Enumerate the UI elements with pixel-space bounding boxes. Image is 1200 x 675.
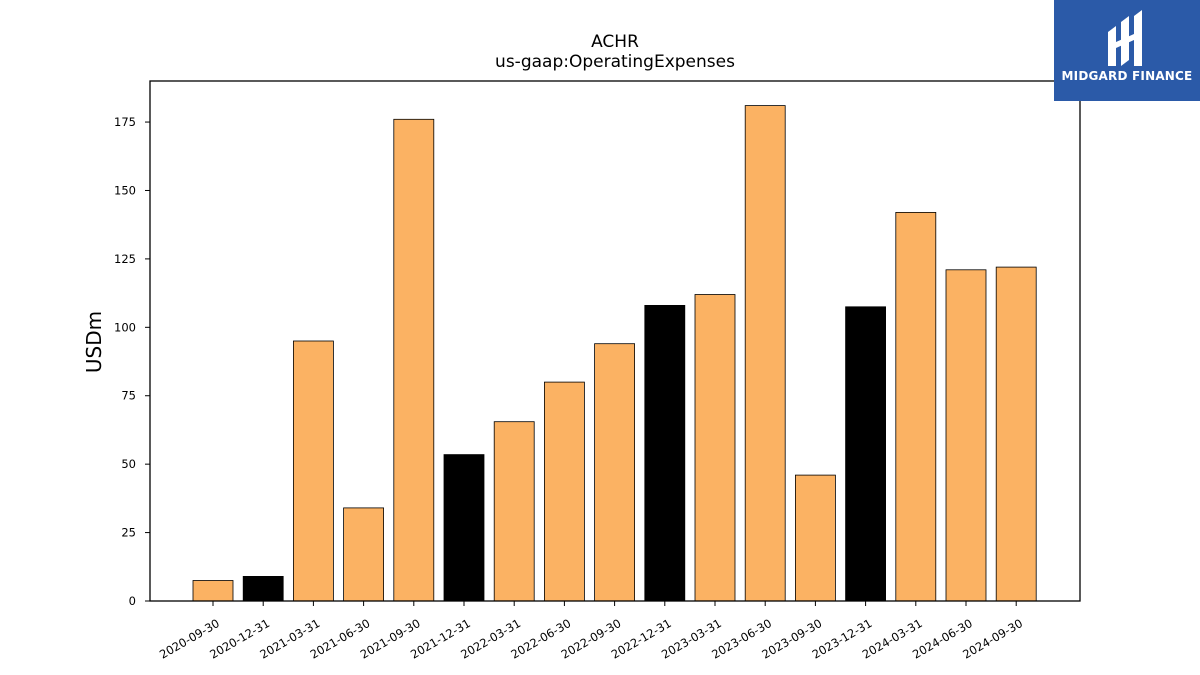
bar-2022-06-30 <box>544 381 585 602</box>
y-tick-label: 100 <box>114 320 136 334</box>
y-tick-label: 75 <box>121 389 136 403</box>
brand-name: MIDGARD FINANCE <box>1061 69 1193 83</box>
bar-2020-12-31 <box>242 576 284 602</box>
y-tick-label: 50 <box>121 457 136 471</box>
y-tick-label: 125 <box>114 252 136 266</box>
bar-2024-03-31 <box>895 211 937 602</box>
bar-2023-03-31 <box>694 294 736 602</box>
brand-logo: MIDGARD FINANCE <box>1054 0 1200 101</box>
y-tick-label: 25 <box>121 526 136 540</box>
bar-2022-03-31 <box>493 421 535 602</box>
chart-title: ACHR <box>591 32 639 52</box>
bar-2022-09-30 <box>594 343 635 602</box>
midgard-logo-icon <box>1108 10 1142 66</box>
bar-2021-09-30 <box>393 118 435 602</box>
bar-2021-06-30 <box>343 507 385 602</box>
bar-2020-09-30 <box>192 580 234 602</box>
chart-subtitle: us-gaap:OperatingExpenses <box>495 52 735 72</box>
bar-2022-12-31 <box>644 304 686 602</box>
bar-2023-12-31 <box>845 306 886 602</box>
y-tick-label: 150 <box>114 183 136 197</box>
bar-2023-09-30 <box>795 474 836 602</box>
bar-2024-09-30 <box>995 266 1037 602</box>
y-tick-label: 0 <box>129 594 136 608</box>
bar-2023-06-30 <box>744 105 786 602</box>
y-axis-label: USDm <box>82 311 106 373</box>
bars-group <box>192 105 1037 602</box>
plot-frame <box>149 80 1081 602</box>
bar-2021-12-31 <box>443 454 485 602</box>
bar-2021-03-31 <box>292 340 334 602</box>
bar-2024-06-30 <box>945 269 987 602</box>
y-tick-label: 175 <box>114 115 136 129</box>
